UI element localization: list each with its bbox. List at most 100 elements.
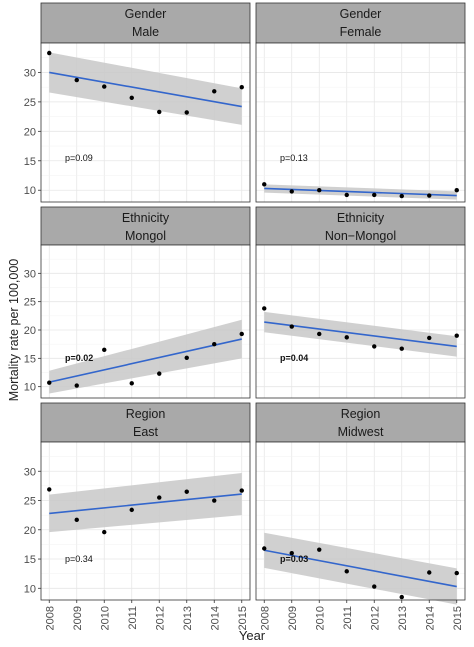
panel-border [40, 441, 251, 601]
data-point [317, 331, 322, 337]
regression-line [264, 321, 457, 348]
data-point [372, 344, 377, 349]
data-point [157, 371, 162, 376]
facet-panel: Region East p=0.34 10 15 20 25 30 2008 2009 2010 20… [24, 402, 251, 630]
panel-border [255, 42, 466, 203]
x-tick-label: 2011 [342, 606, 354, 630]
data-point [344, 335, 349, 340]
facet-strip-label-group: Gender [125, 7, 167, 21]
data-point [184, 489, 189, 494]
facet-strip [40, 2, 251, 44]
data-point [47, 50, 52, 56]
facet-strip-label-level: East [133, 425, 159, 439]
data-point [102, 84, 107, 89]
data-point [74, 383, 79, 388]
data-point [454, 188, 459, 193]
facet-strip [255, 2, 466, 44]
facet-strip [255, 402, 466, 443]
data-point [129, 95, 134, 100]
p-value-label: p=0.03 [280, 554, 308, 564]
y-tick-label: 20 [24, 325, 36, 337]
x-tick-label: 2010 [99, 606, 111, 630]
x-tick-label: 2008 [259, 606, 271, 630]
panel-border [40, 244, 251, 399]
facet-strip-label-group: Ethnicity [337, 211, 385, 225]
confidence-band [49, 52, 242, 125]
y-tick-label: 10 [24, 185, 36, 197]
confidence-band [49, 319, 242, 394]
facet-strip [40, 206, 251, 246]
panel-background [256, 43, 465, 202]
facet-strip-label-level: Mongol [125, 229, 166, 243]
facet-strip-label-level: Male [132, 25, 159, 39]
facet-strip-label-level: Female [340, 25, 382, 39]
facet-strip-label-group: Region [126, 407, 166, 421]
y-tick-label: 15 [24, 353, 36, 365]
p-value-label: p=0.13 [280, 153, 308, 163]
x-tick-label: 2014 [424, 606, 436, 630]
facet-strip-label-level: Non−Mongol [325, 229, 396, 243]
facet-strip-label-group: Ethnicity [122, 211, 170, 225]
y-axis-label: Mortality rate per 100,000 [7, 259, 21, 401]
p-value-label: p=0.02 [65, 353, 93, 363]
y-tick-label: 10 [24, 382, 36, 394]
data-point [239, 84, 244, 90]
facet-strip [255, 206, 466, 246]
x-tick-label: 2012 [154, 606, 166, 630]
data-point [344, 569, 349, 574]
data-point [344, 192, 349, 198]
x-tick-label: 2015 [237, 606, 249, 630]
data-point [74, 77, 79, 83]
data-point [399, 193, 404, 199]
y-tick-label: 10 [24, 583, 36, 595]
facet-strip [40, 402, 251, 443]
regression-line [264, 187, 457, 197]
facet-panels: Gender Male p=0.09 10 15 20 25 30 Gender Female p=… [24, 2, 466, 630]
data-point [454, 333, 459, 338]
data-point [427, 193, 432, 198]
data-point [289, 189, 294, 194]
data-point [262, 182, 267, 187]
data-point [102, 347, 107, 353]
data-point [427, 570, 432, 575]
data-point [212, 89, 217, 94]
y-tick-label: 15 [24, 156, 36, 168]
p-value-label: p=0.34 [65, 554, 93, 564]
y-tick-label: 25 [24, 97, 36, 109]
data-point [129, 381, 134, 386]
facet-panel: Gender Female p=0.13 [255, 2, 466, 203]
regression-line [264, 549, 457, 588]
y-tick-label: 25 [24, 297, 36, 309]
x-tick-label: 2014 [209, 606, 221, 630]
y-tick-label: 30 [24, 67, 36, 79]
x-tick-label: 2013 [397, 606, 409, 630]
regression-line [49, 493, 242, 515]
data-point [372, 192, 377, 198]
data-point [239, 331, 244, 337]
x-tick-label: 2009 [72, 606, 84, 630]
p-value-label: p=0.09 [65, 153, 93, 163]
data-point [157, 109, 162, 115]
p-value-label: p=0.04 [280, 353, 308, 363]
x-tick-label: 2011 [127, 606, 139, 630]
regression-line [49, 338, 242, 383]
y-tick-label: 25 [24, 496, 36, 508]
data-point [47, 380, 52, 385]
data-point [212, 341, 217, 347]
panel-border [255, 244, 466, 399]
data-point [157, 495, 162, 500]
facet-strip-label-level: Midwest [338, 425, 384, 439]
regression-line [49, 71, 242, 108]
facet-panel: Gender Male p=0.09 10 15 20 25 30 [24, 2, 251, 203]
x-axis-label: Year [239, 628, 266, 643]
facet-panel: Ethnicity Mongol p=0.02 10 15 20 25 30 [24, 206, 251, 399]
data-point [184, 110, 189, 115]
data-point [399, 346, 404, 351]
data-point [317, 547, 322, 552]
y-tick-label: 20 [24, 525, 36, 537]
data-point [47, 487, 52, 492]
data-point [289, 324, 294, 329]
x-tick-label: 2008 [44, 606, 56, 630]
x-tick-label: 2010 [314, 606, 326, 630]
